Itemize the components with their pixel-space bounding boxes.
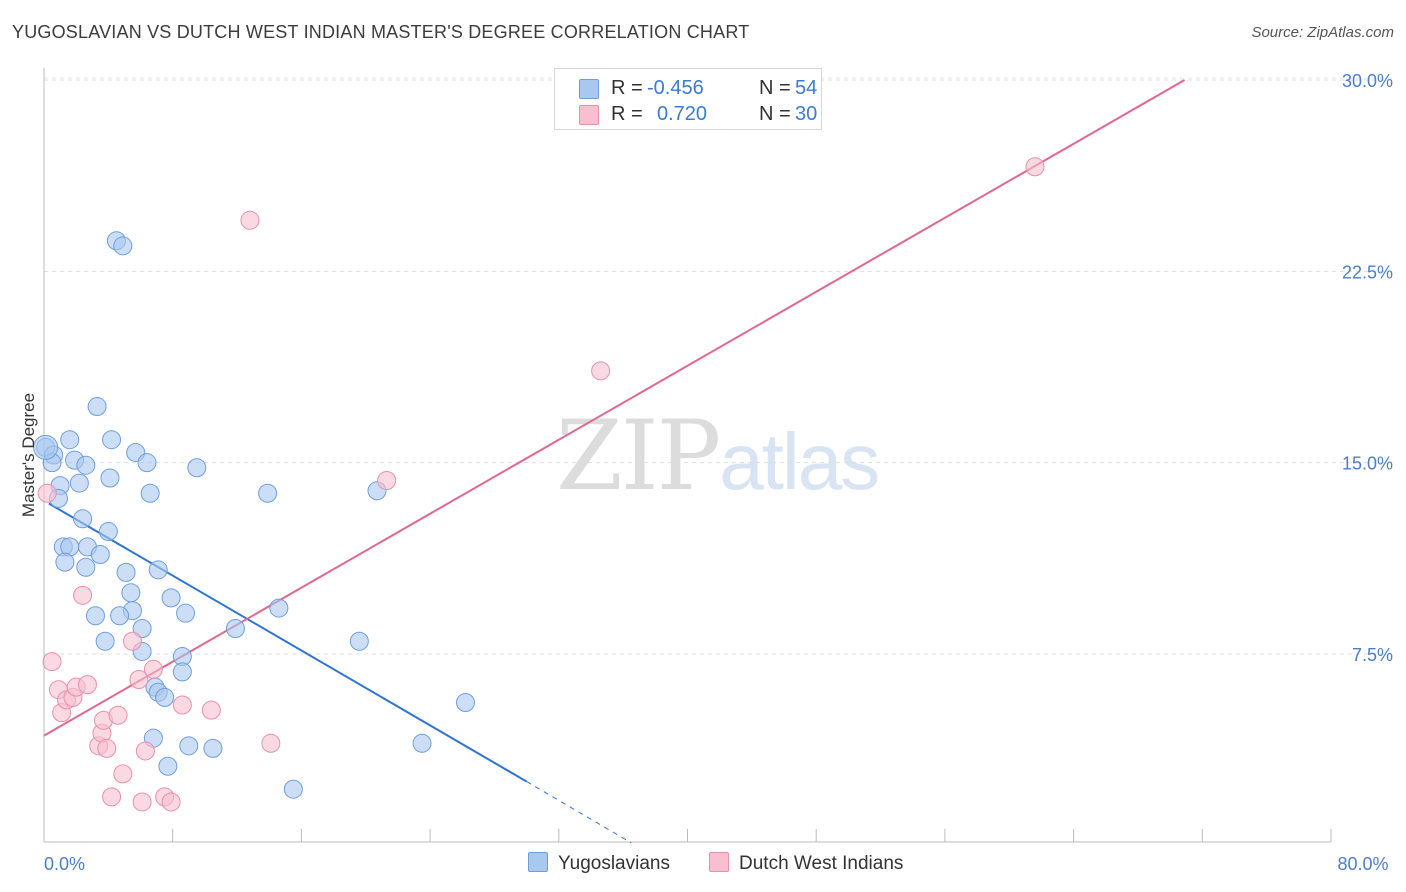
- point-yugoslavians: [187, 458, 207, 478]
- legend-n-label: N =: [759, 77, 791, 99]
- source-attribution: Source: ZipAtlas.com: [1251, 24, 1394, 41]
- point-dutch-west-indians: [102, 787, 122, 807]
- legend-swatch-dutch-west-indians: [709, 852, 729, 872]
- legend-r-label: R =: [611, 77, 643, 99]
- x-tick-label: 0.0%: [44, 854, 85, 874]
- watermark-atlas: atlas: [719, 417, 880, 506]
- point-yugoslavians: [76, 557, 96, 577]
- legend-label-yugoslavians: Yugoslavians: [558, 853, 670, 874]
- legend-swatch-yugoslavians: [579, 79, 599, 99]
- point-yugoslavians: [121, 583, 141, 603]
- point-dutch-west-indians: [591, 361, 611, 381]
- point-yugoslavians: [87, 397, 107, 417]
- chart-title: YUGOSLAVIAN VS DUTCH WEST INDIAN MASTER'…: [12, 22, 750, 42]
- legend-item-dutch-west-indians[interactable]: Dutch West Indians: [709, 852, 903, 875]
- point-yugoslavians: [258, 483, 278, 503]
- point-dutch-west-indians: [108, 705, 128, 725]
- point-yugoslavians: [140, 483, 160, 503]
- grid-lines: [44, 77, 1394, 655]
- point-dutch-west-indians: [97, 738, 117, 758]
- y-tick-label: 22.5%: [1342, 262, 1393, 282]
- point-yugoslavians: [455, 692, 475, 712]
- point-yugoslavians: [85, 606, 105, 626]
- legend-swatch-dutch-west-indians: [579, 105, 599, 125]
- legend-n-value: 54: [795, 77, 818, 99]
- point-yugoslavians: [225, 618, 245, 638]
- correlation-legend: R = -0.456 N = 54 R = 0.720 N = 30: [554, 68, 822, 130]
- point-yugoslavians: [148, 560, 168, 580]
- point-yugoslavians: [102, 430, 122, 450]
- legend-n-label: N =: [759, 103, 791, 125]
- point-yugoslavians: [176, 603, 196, 623]
- trend-line-yugoslavians: [48, 502, 528, 783]
- series-legend: Yugoslavians Dutch West Indians: [0, 852, 1406, 878]
- point-yugoslavians: [98, 522, 118, 542]
- point-yugoslavians: [110, 606, 130, 626]
- point-dutch-west-indians: [161, 792, 181, 812]
- point-yugoslavians: [95, 631, 115, 651]
- point-yugoslavians-cluster: [33, 434, 59, 460]
- x-tick-label: 80.0%: [1337, 854, 1388, 874]
- y-tick-label: 15.0%: [1342, 454, 1393, 474]
- point-dutch-west-indians: [1025, 157, 1045, 177]
- point-dutch-west-indians: [42, 652, 62, 672]
- point-yugoslavians: [203, 738, 223, 758]
- data-points: [33, 157, 1045, 812]
- point-yugoslavians: [161, 588, 181, 608]
- point-dutch-west-indians: [113, 764, 133, 784]
- y-tick-label: 7.5%: [1352, 645, 1393, 665]
- point-yugoslavians: [283, 779, 303, 799]
- watermark-zip: ZIP: [556, 400, 721, 512]
- point-dutch-west-indians: [132, 792, 152, 812]
- point-yugoslavians: [113, 236, 133, 256]
- point-yugoslavians: [116, 562, 136, 582]
- point-yugoslavians: [55, 552, 75, 572]
- legend-n-value: 30: [795, 103, 818, 125]
- point-yugoslavians: [269, 598, 289, 618]
- point-yugoslavians: [179, 736, 199, 756]
- point-yugoslavians: [76, 455, 96, 475]
- point-yugoslavians: [90, 545, 110, 565]
- point-dutch-west-indians: [240, 210, 260, 230]
- point-yugoslavians: [412, 733, 432, 753]
- legend-r-value: 0.720: [657, 103, 708, 125]
- trend-extension-yugoslavians: [526, 781, 632, 844]
- axes: [43, 68, 1332, 843]
- legend-r-label: R =: [611, 103, 643, 125]
- legend-label-dutch-west-indians: Dutch West Indians: [739, 853, 904, 874]
- point-dutch-west-indians: [261, 733, 281, 753]
- point-dutch-west-indians: [143, 659, 163, 679]
- point-dutch-west-indians: [77, 675, 97, 695]
- trend-line-dutch-west-indians: [43, 79, 1186, 737]
- legend-swatch-yugoslavians: [528, 852, 548, 872]
- point-yugoslavians: [73, 509, 93, 529]
- point-yugoslavians: [155, 687, 175, 707]
- point-dutch-west-indians: [377, 471, 397, 491]
- point-dutch-west-indians: [129, 670, 149, 690]
- y-axis-label: Master's Degree: [19, 393, 38, 517]
- legend-r-value: -0.456: [647, 77, 704, 99]
- point-yugoslavians: [137, 453, 157, 473]
- point-dutch-west-indians: [135, 741, 155, 761]
- point-yugoslavians: [158, 756, 178, 776]
- tick-labels: 7.5% 15.0% 22.5% 30.0% 0.0% 80.0%: [44, 71, 1393, 874]
- point-yugoslavians: [132, 618, 152, 638]
- legend-item-yugoslavians[interactable]: Yugoslavians: [528, 852, 670, 875]
- point-dutch-west-indians: [122, 631, 142, 651]
- point-yugoslavians: [69, 473, 89, 493]
- trend-lines: [43, 79, 1186, 844]
- y-tick-label: 30.0%: [1342, 71, 1393, 91]
- point-yugoslavians: [172, 662, 192, 682]
- point-dutch-west-indians: [172, 695, 192, 715]
- point-dutch-west-indians: [201, 700, 221, 720]
- point-yugoslavians: [100, 468, 120, 488]
- point-yugoslavians: [60, 430, 80, 450]
- watermark: ZIPatlas: [556, 400, 880, 512]
- point-dutch-west-indians: [73, 585, 93, 605]
- point-dutch-west-indians: [37, 483, 57, 503]
- point-yugoslavians: [349, 631, 369, 651]
